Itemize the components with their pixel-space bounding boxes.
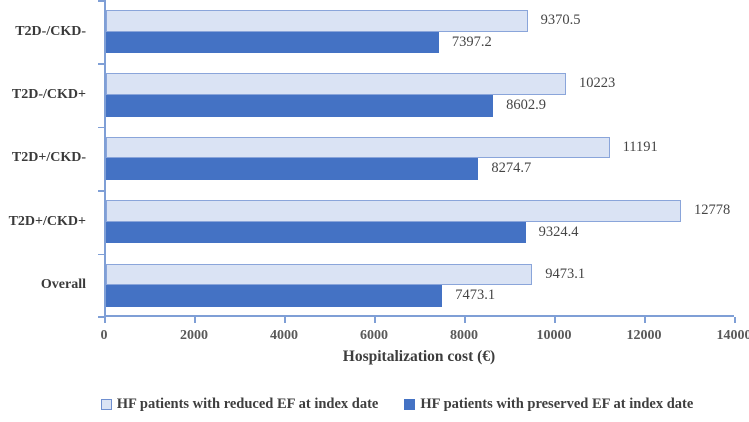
bar-value-label: 8274.7 bbox=[491, 160, 532, 177]
bar-preserved-ef bbox=[106, 95, 494, 117]
y-tick-mark bbox=[98, 316, 104, 318]
bar-value-label: 12778 bbox=[694, 202, 731, 219]
x-tick-mark bbox=[734, 317, 736, 323]
legend-swatch-reduced-ef bbox=[100, 399, 112, 410]
bar-preserved-ef bbox=[106, 31, 439, 54]
category-label: T2D+/CKD+ bbox=[8, 213, 86, 229]
x-tick-label: 0 bbox=[100, 328, 108, 343]
x-tick-mark bbox=[284, 317, 286, 323]
x-tick-mark bbox=[374, 317, 376, 323]
bar-preserved-ef bbox=[106, 221, 526, 244]
x-tick-mark bbox=[104, 317, 106, 323]
y-tick-mark bbox=[98, 63, 104, 65]
y-tick-mark bbox=[98, 190, 104, 192]
bar-reduced-ef bbox=[106, 136, 610, 159]
category-label: T2D+/CKD- bbox=[11, 150, 86, 166]
legend-item-reduced-ef: HF patients with reduced EF at index dat… bbox=[100, 396, 379, 413]
y-tick-mark bbox=[98, 126, 104, 129]
x-tick-mark bbox=[644, 317, 646, 323]
legend: HF patients with reduced EF at index dat… bbox=[0, 396, 749, 413]
x-tick-mark bbox=[554, 317, 556, 323]
bar-value-label: 10223 bbox=[579, 75, 616, 92]
bar-value-label: 7473.1 bbox=[455, 287, 496, 304]
legend-label-preserved-ef: HF patients with preserved EF at index d… bbox=[420, 396, 694, 412]
x-tick-label: 4000 bbox=[270, 328, 298, 343]
y-tick-mark bbox=[98, 0, 104, 2]
category-label: T2D-/CKD+ bbox=[11, 87, 86, 103]
legend-label-reduced-ef: HF patients with reduced EF at index dat… bbox=[116, 396, 379, 412]
bar-value-label: 9370.5 bbox=[540, 12, 581, 28]
plot-area: 9370.5 7397.2 10223 8602.9 11191 8274.7 12778 9… bbox=[104, 0, 734, 317]
x-axis-title: Hospitalization cost (€) bbox=[342, 348, 496, 365]
bar-preserved-ef bbox=[106, 285, 443, 307]
x-tick-label: 12000 bbox=[626, 328, 662, 343]
legend-item-preserved-ef: HF patients with preserved EF at index d… bbox=[404, 396, 693, 413]
bar-reduced-ef bbox=[106, 200, 681, 222]
bar-value-label: 7397.2 bbox=[451, 33, 492, 50]
category-label: Overall bbox=[40, 277, 86, 293]
legend-swatch-preserved-ef bbox=[404, 399, 416, 410]
y-tick-mark bbox=[98, 253, 104, 256]
bar-reduced-ef bbox=[106, 73, 567, 95]
x-tick-mark bbox=[464, 317, 466, 323]
x-tick-label: 8000 bbox=[450, 328, 478, 343]
bar-value-label: 8602.9 bbox=[506, 97, 546, 113]
x-tick-label: 6000 bbox=[360, 328, 388, 343]
bar-preserved-ef bbox=[106, 158, 479, 180]
x-tick-label: 2000 bbox=[180, 328, 208, 343]
bar-reduced-ef bbox=[106, 263, 533, 286]
x-tick-label: 10000 bbox=[536, 328, 572, 343]
bar-value-label: 11191 bbox=[622, 138, 658, 155]
category-label: T2D-/CKD- bbox=[15, 23, 86, 39]
bar-reduced-ef bbox=[106, 10, 528, 32]
bar-value-label: 9324.4 bbox=[538, 223, 579, 240]
bar-value-label: 9473.1 bbox=[545, 265, 586, 282]
x-tick-label: 14000 bbox=[716, 328, 749, 343]
x-tick-mark bbox=[194, 317, 196, 323]
